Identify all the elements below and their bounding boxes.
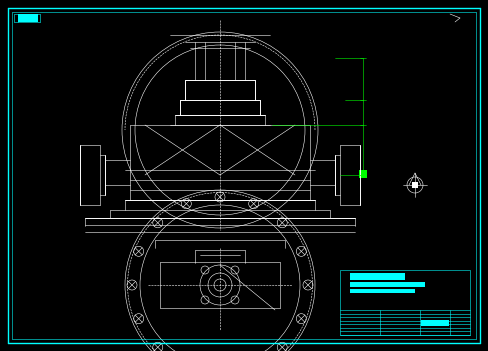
Bar xyxy=(421,320,449,326)
Bar xyxy=(359,170,367,178)
Bar xyxy=(340,270,470,335)
Bar xyxy=(18,14,38,22)
Bar xyxy=(350,282,425,287)
Bar xyxy=(350,289,415,293)
Bar xyxy=(350,273,405,280)
Bar xyxy=(412,182,418,188)
